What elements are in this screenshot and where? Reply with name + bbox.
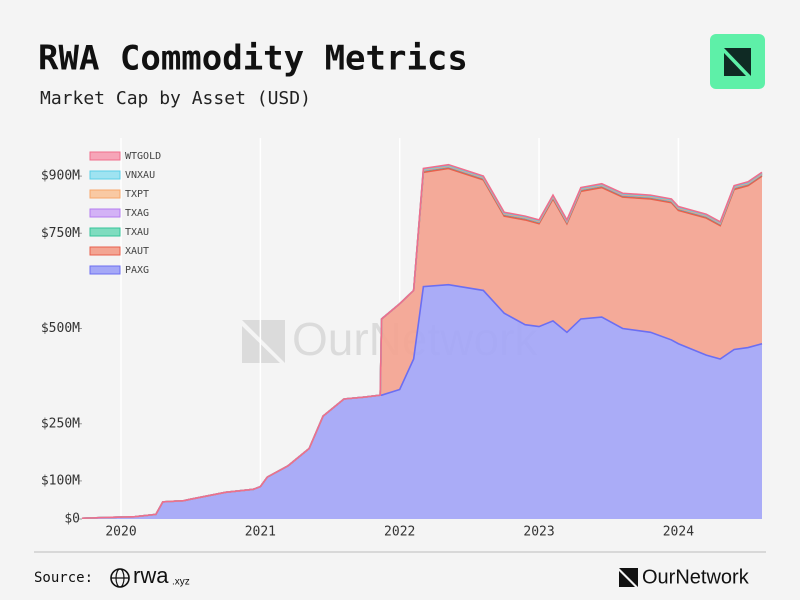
chart-title: RWA Commodity Metrics <box>38 39 468 79</box>
legend-label: TXPT <box>125 189 149 200</box>
plot: 2020 2021 2022 2023 2024 $0 $100M $250M $500M $75… <box>41 138 763 540</box>
y-tick-label: $250M <box>41 416 80 431</box>
logo-shape <box>724 48 751 76</box>
source-suffix: .xyz <box>172 577 190 588</box>
footer-icon <box>619 568 638 587</box>
y-tick-label: $500M <box>41 321 80 336</box>
footer-brand: OurNetwork <box>619 566 750 588</box>
x-tick-label: 2022 <box>384 525 415 540</box>
legend-label: VNXAU <box>125 170 155 181</box>
footer-icon <box>619 571 635 587</box>
source-logo: rwa .xyz <box>110 563 190 588</box>
logo <box>710 34 765 89</box>
y-tick-label: $750M <box>41 226 80 241</box>
legend-swatch <box>89 265 121 275</box>
x-tick-label: 2024 <box>663 525 694 540</box>
series-area <box>82 284 762 519</box>
legend-label: XAUT <box>125 246 149 257</box>
legend: WTGOLD VNXAU TXPT TXAG TXAU XAUT PAXG <box>89 151 161 276</box>
series-area <box>82 168 762 519</box>
legend-label: TXAG <box>125 208 149 219</box>
source-label: Source: <box>34 570 93 586</box>
watermark-icon <box>242 320 285 363</box>
legend-swatch <box>89 208 121 218</box>
y-tick-label: $0 <box>64 512 80 527</box>
logo-shape <box>724 53 746 76</box>
legend-swatch <box>89 227 121 237</box>
footer-text: OurNetwork <box>642 566 750 588</box>
legend-swatch <box>89 189 121 199</box>
legend-label: TXAU <box>125 227 149 238</box>
y-tick-label: $900M <box>41 169 80 184</box>
legend-swatch <box>89 170 121 180</box>
legend-label: PAXG <box>125 265 149 276</box>
x-tick-label: 2020 <box>105 525 136 540</box>
legend-swatch <box>89 246 121 256</box>
chart-subtitle: Market Cap by Asset (USD) <box>40 88 311 109</box>
series-line <box>81 163 763 520</box>
source-name: rwa <box>133 563 169 588</box>
x-tick-label: 2021 <box>245 525 276 540</box>
legend-label: WTGOLD <box>125 151 161 162</box>
legend-swatch <box>89 151 121 161</box>
x-tick-label: 2023 <box>523 525 554 540</box>
y-tick-label: $100M <box>41 473 80 488</box>
